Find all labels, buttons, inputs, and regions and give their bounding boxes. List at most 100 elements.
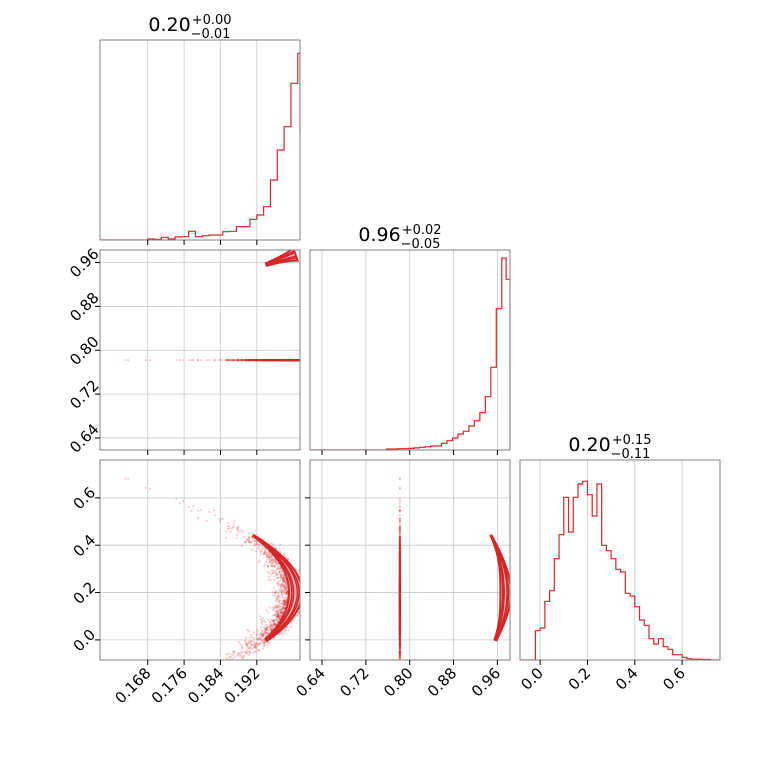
sample-point	[178, 359, 182, 362]
sample-point	[288, 359, 291, 362]
sample-point	[289, 359, 293, 362]
sample-point	[252, 359, 255, 362]
sample-point	[398, 613, 401, 616]
sample-point	[398, 545, 401, 548]
sample-point	[398, 624, 401, 627]
sample-point	[292, 359, 295, 362]
sample-point	[264, 550, 267, 554]
sample-point	[398, 593, 401, 596]
sample-point	[282, 359, 286, 362]
sample-point	[398, 552, 401, 555]
sample-point	[398, 631, 401, 634]
sample-point	[266, 553, 269, 557]
sample-point	[268, 359, 271, 362]
sample-point	[279, 359, 282, 362]
sample-point	[289, 359, 292, 362]
sample-point	[282, 359, 286, 362]
sample-point	[285, 359, 289, 362]
sample-point	[267, 575, 270, 579]
sample-point	[241, 647, 244, 651]
sample-point	[282, 359, 285, 362]
sample-point	[284, 599, 287, 602]
sample-point	[398, 617, 401, 620]
sample-point	[263, 644, 266, 647]
sample-point	[296, 359, 299, 362]
sample-point	[278, 359, 281, 362]
sample-point	[273, 359, 276, 362]
sample-point	[398, 585, 401, 588]
sample-point	[284, 359, 287, 362]
sample-point	[287, 359, 290, 362]
sample-point	[274, 613, 277, 617]
sample-point	[265, 359, 268, 362]
sample-point	[398, 654, 401, 657]
sample-point	[398, 555, 401, 559]
sample-point	[281, 576, 284, 580]
sample-point	[398, 608, 401, 611]
sample-point	[268, 626, 271, 629]
sample-point	[246, 359, 249, 362]
sample-point	[398, 613, 401, 617]
sample-point	[398, 616, 401, 619]
sample-point	[398, 572, 401, 575]
sample-point	[271, 359, 274, 362]
sample-point	[278, 359, 281, 362]
sample-point	[293, 359, 297, 362]
sample-point	[276, 606, 279, 610]
sample-point	[398, 586, 401, 589]
sample-point	[398, 574, 401, 577]
sample-point	[282, 588, 285, 592]
sample-point	[295, 359, 298, 362]
sample-point	[248, 642, 251, 645]
sample-point	[398, 635, 401, 638]
sample-point	[297, 359, 300, 362]
sample-point	[285, 359, 288, 362]
sample-point	[398, 602, 401, 605]
sample-point	[297, 359, 300, 362]
sample-point	[398, 567, 401, 570]
sample-point	[274, 359, 277, 362]
sample-point	[273, 359, 276, 362]
sample-point	[260, 621, 263, 624]
sample-point	[398, 587, 401, 591]
sample-point	[274, 359, 277, 362]
sample-point	[398, 613, 401, 616]
sample-point	[398, 594, 401, 597]
sample-point	[296, 359, 299, 362]
sample-point	[279, 359, 283, 362]
sample-point	[398, 604, 401, 607]
sample-point	[252, 631, 255, 634]
sample-point	[244, 651, 247, 654]
sample-point	[247, 359, 251, 362]
sample-point	[398, 628, 401, 631]
sample-point	[261, 633, 265, 636]
sample-point	[265, 560, 268, 564]
sample-point	[398, 621, 401, 624]
sample-point	[269, 359, 272, 362]
sample-point	[398, 645, 401, 648]
sample-point	[262, 359, 266, 362]
sample-point	[274, 359, 277, 362]
sample-point	[398, 569, 401, 573]
sample-point	[225, 653, 228, 656]
sample-point	[398, 565, 401, 568]
sample-point	[398, 619, 401, 622]
sample-point	[398, 603, 401, 607]
sample-point	[225, 359, 228, 362]
sample-point	[273, 578, 276, 582]
sample-point	[290, 359, 293, 362]
sample-point	[398, 603, 401, 606]
sample-point	[398, 585, 401, 588]
sample-point	[284, 359, 288, 362]
sample-point	[398, 643, 401, 646]
sample-point	[284, 359, 287, 362]
sample-point	[265, 359, 269, 362]
sample-point	[264, 359, 267, 362]
sample-point	[398, 605, 401, 609]
sample-point	[398, 594, 401, 597]
sample-point	[398, 537, 401, 540]
sample-point	[398, 637, 401, 640]
sample-point	[398, 607, 401, 610]
sample-point	[273, 359, 276, 362]
sample-point	[196, 359, 200, 362]
